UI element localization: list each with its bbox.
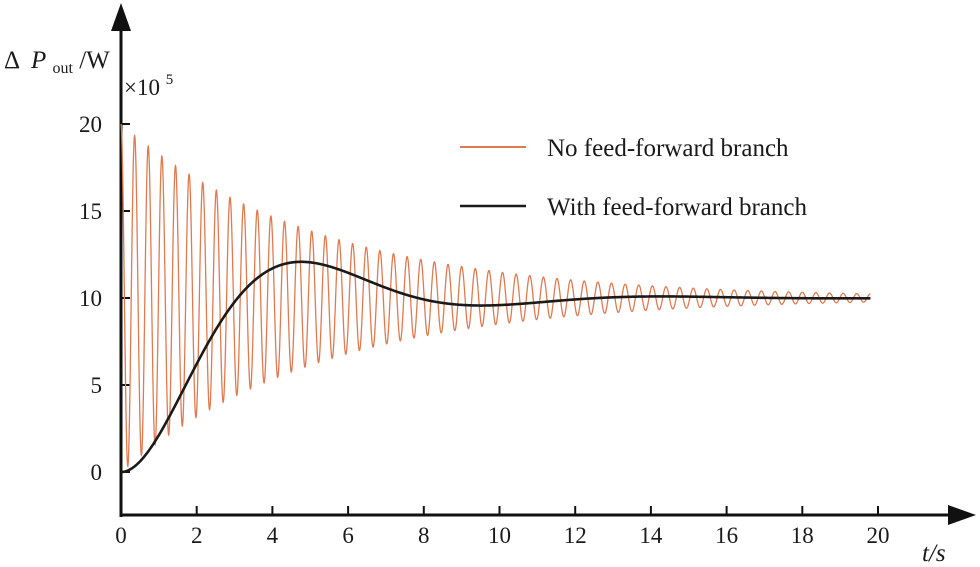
x-tick-label: 18	[791, 523, 814, 548]
y-tick-label: 0	[91, 460, 103, 485]
x-ticks: 0 2 4 6 8 10 12 14 16 18 20	[115, 506, 890, 548]
x-tick-label: 16	[715, 523, 738, 548]
y-axis-label-unit: /W	[79, 47, 110, 74]
legend-label-with-feed-forward: With feed-forward branch	[547, 194, 807, 221]
x-tick-label: 6	[342, 523, 354, 548]
x-tick-label: 20	[867, 523, 890, 548]
series-line-no-feed-forward	[120, 123, 871, 468]
x-tick-label: 0	[115, 523, 127, 548]
y-tick-label: 15	[79, 199, 102, 224]
y-axis-label-symbol: P	[30, 47, 46, 74]
x-tick-label: 14	[639, 523, 663, 548]
series-layer	[120, 123, 871, 474]
multiplier-base: ×10	[124, 75, 160, 100]
y-tick-label: 10	[79, 286, 102, 311]
x-axis-label-unit: s	[936, 540, 946, 567]
x-tick-label: 8	[418, 523, 430, 548]
legend: No feed-forward branch With feed-forward…	[460, 135, 807, 221]
legend-label-no-feed-forward: No feed-forward branch	[547, 135, 789, 162]
y-ticks: 0 5 10 15 20	[79, 112, 130, 485]
y-axis-arrow	[111, 3, 131, 31]
y-tick-label: 5	[91, 373, 103, 398]
y-axis-label: Δ P out /W	[4, 47, 110, 79]
x-axis-label-sep: /	[927, 540, 938, 567]
multiplier-exponent: 5	[166, 72, 174, 88]
x-axis-label-var: t	[922, 540, 930, 567]
y-axis-multiplier: ×10 5	[124, 72, 173, 100]
axes	[111, 3, 976, 525]
x-tick-label: 4	[267, 523, 279, 548]
y-axis-label-delta: Δ	[4, 47, 20, 74]
y-axis-label-subscript: out	[52, 60, 73, 77]
x-axis-arrow	[948, 505, 976, 525]
y-tick-label: 20	[79, 112, 102, 137]
x-tick-label: 2	[191, 523, 203, 548]
x-axis-label: t/s	[922, 540, 946, 567]
series-line-with-feed-forward	[120, 260, 871, 474]
x-tick-label: 10	[488, 523, 511, 548]
x-tick-label: 12	[564, 523, 587, 548]
